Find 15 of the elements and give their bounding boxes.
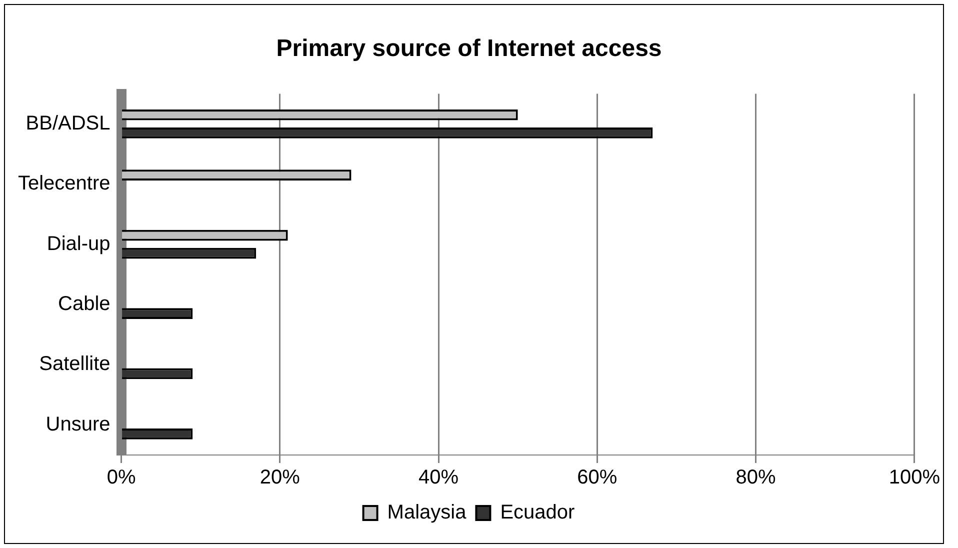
x-tick-label: 60% <box>577 466 618 489</box>
x-tick-label: 40% <box>418 466 459 489</box>
chart-title: Primary source of Internet access <box>276 35 662 62</box>
y-tick-label: Dial-up <box>46 232 110 255</box>
y-tick-label: Unsure <box>46 413 110 436</box>
legend-label: Malaysia <box>387 502 468 524</box>
y-tick-label: Satellite <box>39 353 110 376</box>
y-tick-label: Cable <box>58 293 110 316</box>
legend-label: Ecuador <box>500 502 576 524</box>
x-tick-label: 100% <box>888 466 940 489</box>
x-tick-label: 80% <box>736 466 776 489</box>
x-tick-label: 20% <box>260 466 300 489</box>
y-tick-label: BB/ADSL <box>26 112 110 134</box>
x-tick-label: 0% <box>106 466 136 489</box>
y-tick-label: Telecentre <box>18 172 110 195</box>
